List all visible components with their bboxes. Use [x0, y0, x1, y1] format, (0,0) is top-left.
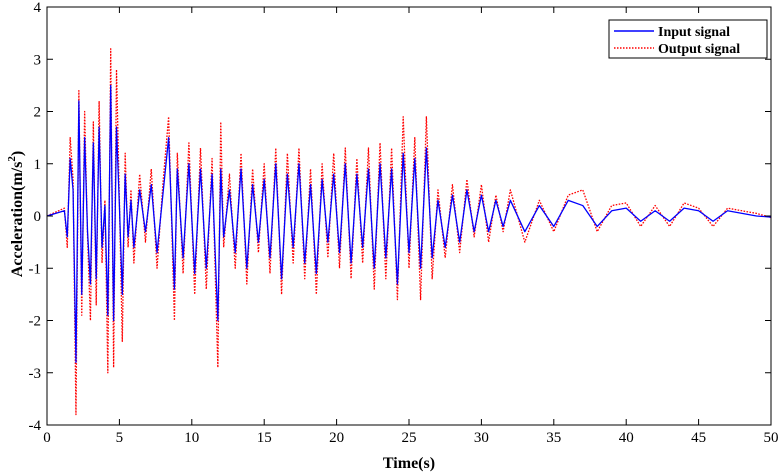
axes-layer: 0 5 10 15 20 25 30 35 40 45 50 -4 -3 -2 -1 0 1 2 3 4	[29, 0, 779, 446]
y-axis-label-sup: 2	[6, 156, 18, 162]
y-axis-label: Acceleration(m/s2)	[6, 151, 26, 277]
y-tick-label: 3	[34, 52, 42, 68]
y-tick-label: 1	[34, 157, 42, 173]
y-tick-label: 0	[34, 209, 42, 225]
plot-area	[47, 7, 771, 425]
x-tick-label: 15	[257, 430, 272, 446]
y-axis-label-close: )	[9, 151, 26, 156]
legend-label-input: Input signal	[658, 25, 730, 40]
x-tick-label: 50	[764, 430, 779, 446]
y-tick-label: -1	[29, 261, 42, 277]
x-tick-label: 20	[329, 430, 344, 446]
y-tick-label: -3	[29, 366, 42, 382]
plot-background	[47, 7, 771, 425]
x-tick-label: 35	[546, 430, 561, 446]
legend-box	[608, 19, 768, 59]
x-tick-label: 0	[43, 430, 51, 446]
y-tick-label: -4	[29, 418, 42, 434]
series-layer	[46, 48, 772, 416]
y-tick-label: 4	[34, 0, 42, 16]
x-tick-label: 30	[474, 430, 489, 446]
x-tick-label: 25	[402, 430, 417, 446]
y-axis-label-main: Acceleration(m/s	[9, 162, 26, 278]
x-axis-label: Time(s)	[383, 455, 435, 472]
legend: Input signal Output signal	[608, 19, 768, 59]
x-tick-label: 40	[619, 430, 634, 446]
x-tick-label: 45	[691, 430, 706, 446]
series-line-input-signal	[46, 84, 772, 363]
legend-label-output: Output signal	[658, 42, 740, 57]
y-tick-label: 2	[34, 105, 42, 121]
y-tick-label: -2	[29, 314, 42, 330]
x-tick-label: 5	[116, 430, 124, 446]
x-tick-label: 10	[184, 430, 199, 446]
